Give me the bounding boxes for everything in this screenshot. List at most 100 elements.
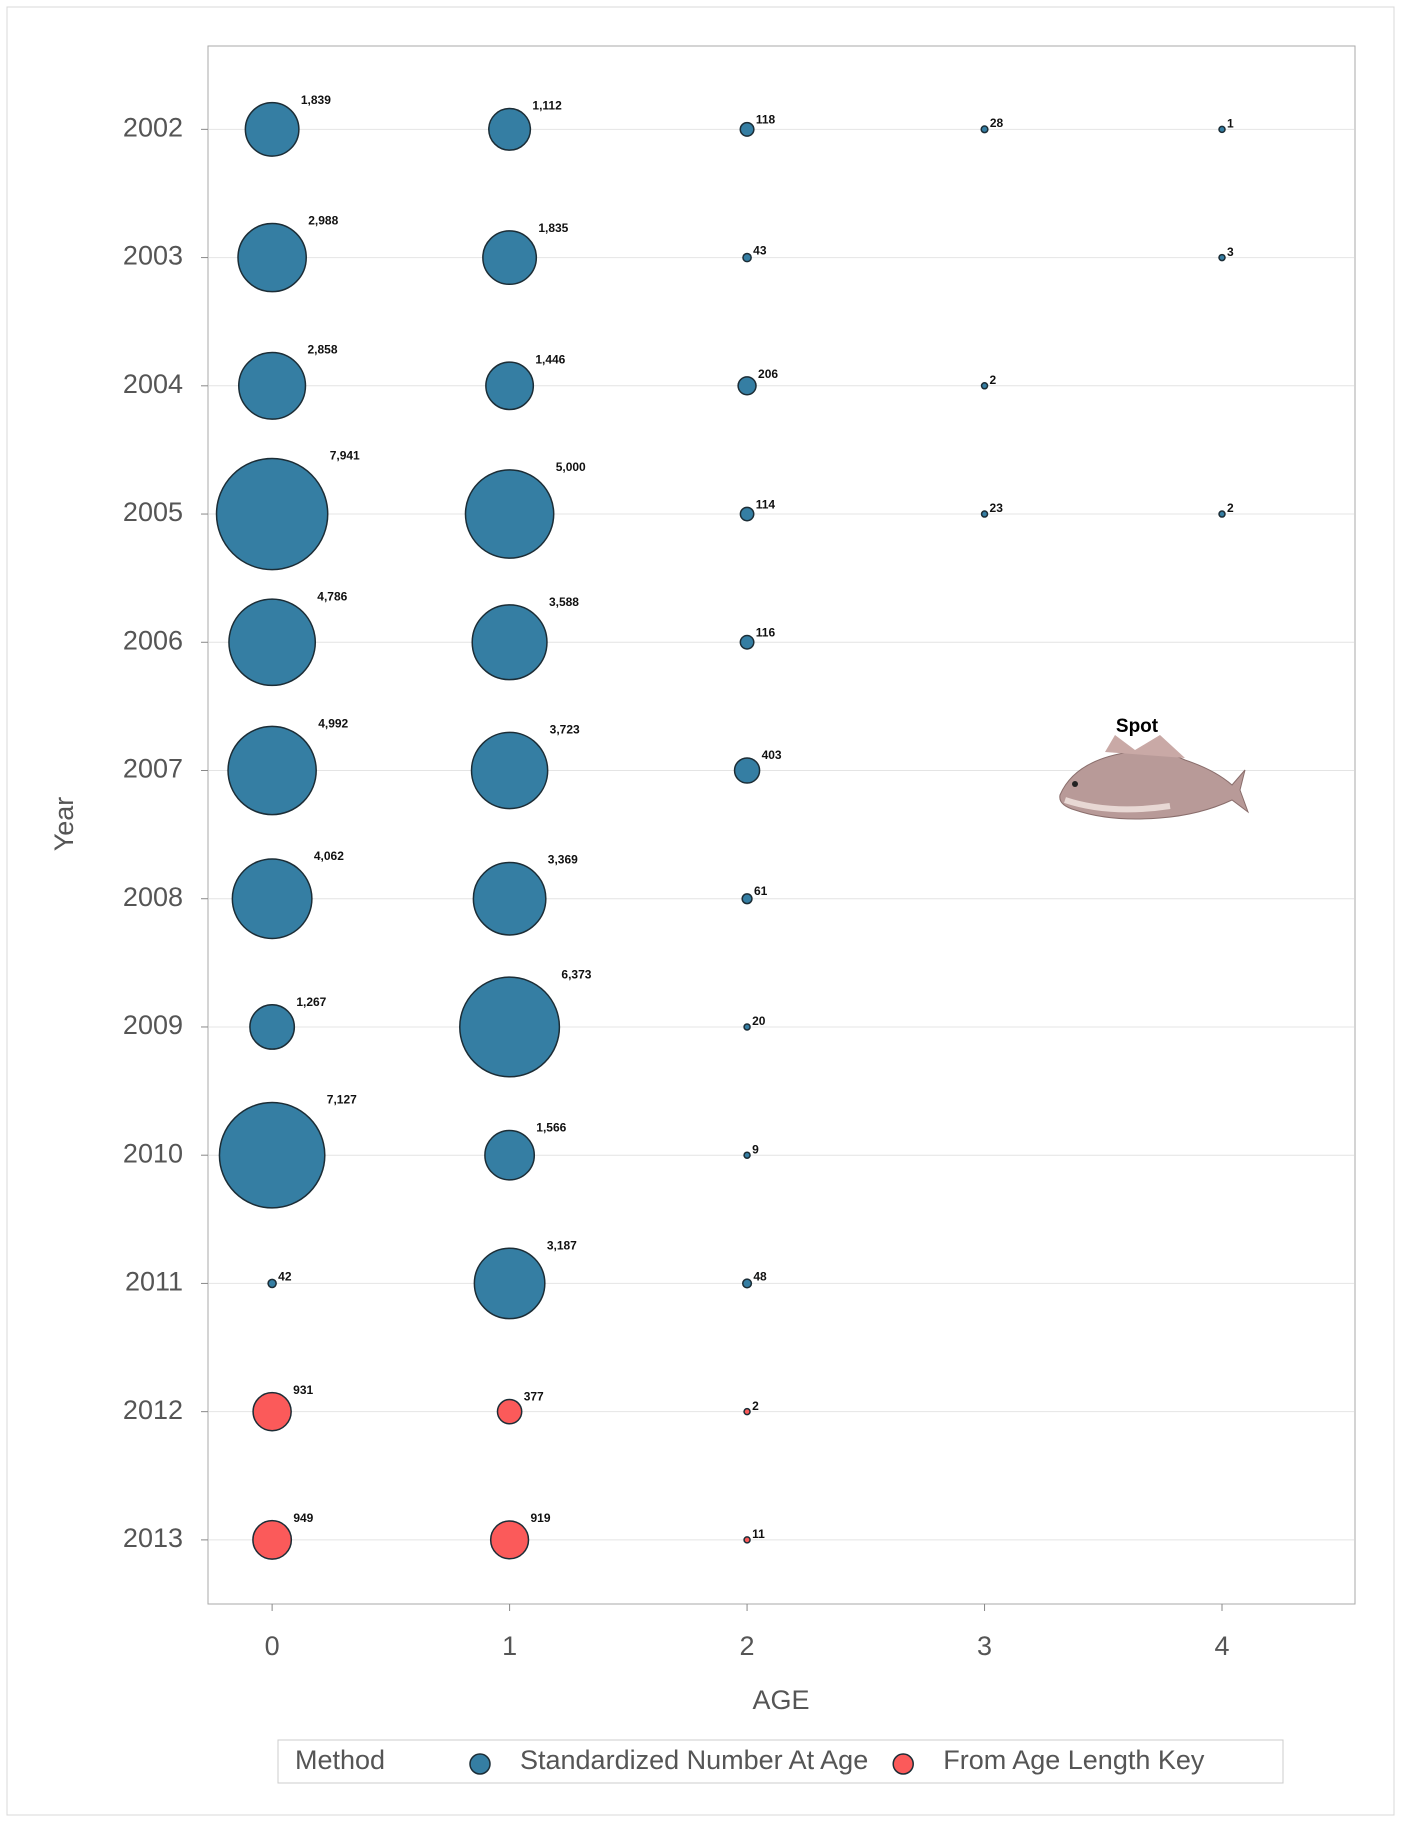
x-tick-label: 0 <box>265 1631 280 1661</box>
value-label: 377 <box>524 1390 544 1404</box>
bubble <box>484 1129 536 1181</box>
value-label: 9 <box>752 1142 759 1156</box>
bubble <box>228 598 317 687</box>
y-tick-label: 2009 <box>123 1010 183 1040</box>
y-tick-label: 2012 <box>123 1395 183 1425</box>
bubble <box>218 1101 326 1209</box>
value-label: 43 <box>753 244 767 258</box>
bubble <box>470 731 549 810</box>
y-tick-label: 2013 <box>123 1523 183 1553</box>
legend <box>277 1739 1284 1784</box>
bubble <box>980 125 989 134</box>
value-label: 116 <box>756 626 776 640</box>
bubble <box>741 893 753 905</box>
bubble <box>238 351 307 420</box>
value-label: 1,839 <box>301 93 331 107</box>
bubble <box>227 725 317 816</box>
x-tick-label: 3 <box>977 1631 992 1661</box>
bubble <box>1218 125 1226 134</box>
value-label: 2 <box>1227 501 1234 515</box>
bubble <box>743 1023 751 1031</box>
value-label: 919 <box>531 1511 551 1525</box>
y-tick-label: 2003 <box>123 241 183 271</box>
value-label: 949 <box>293 1511 313 1525</box>
bubble <box>485 361 535 411</box>
x-tick-label: 1 <box>502 1631 517 1661</box>
bubble <box>231 858 313 940</box>
y-tick-label: 2002 <box>123 112 183 142</box>
value-label: 1,112 <box>532 99 562 113</box>
bubble <box>267 1278 277 1289</box>
bubble <box>737 376 757 396</box>
annotation: Spot <box>1116 716 1159 737</box>
y-tick-label: 2008 <box>123 882 183 912</box>
value-label: 4,062 <box>314 849 344 863</box>
x-axis-label: AGE <box>752 1685 809 1715</box>
bubble <box>742 252 752 263</box>
value-label: 118 <box>756 113 776 127</box>
value-label: 4,786 <box>317 589 347 603</box>
bubble <box>244 101 300 157</box>
value-label: 42 <box>278 1270 292 1284</box>
value-label: 7,941 <box>330 449 360 463</box>
bubble <box>743 1536 751 1544</box>
legend-label: Standardized Number At Age <box>520 1745 868 1775</box>
bubble <box>471 604 548 681</box>
value-label: 206 <box>758 367 778 381</box>
bubble <box>739 121 755 137</box>
y-tick-label: 2011 <box>125 1267 183 1297</box>
bubble <box>743 1151 751 1159</box>
value-label: 3,187 <box>547 1238 577 1252</box>
value-label: 403 <box>762 748 782 762</box>
y-tick-label: 2006 <box>123 625 183 655</box>
value-label: 7,127 <box>327 1093 357 1107</box>
bubble <box>1218 253 1226 262</box>
legend-marker <box>892 1753 914 1775</box>
value-label: 1,267 <box>296 995 326 1009</box>
value-label: 3,588 <box>549 595 579 609</box>
plot-area <box>207 45 1356 1605</box>
x-tick-label: 4 <box>1214 1631 1229 1661</box>
value-label: 2 <box>990 373 997 387</box>
bubble <box>459 976 561 1078</box>
bubble <box>496 1398 523 1425</box>
bubble <box>472 861 547 936</box>
y-tick-label: 2007 <box>123 754 183 784</box>
bubble <box>739 506 755 522</box>
value-label: 1,835 <box>538 221 568 235</box>
fish-illustration <box>1059 735 1250 820</box>
value-label: 3 <box>1227 245 1234 259</box>
bubble <box>473 1247 546 1320</box>
value-label: 1,446 <box>535 352 565 366</box>
y-axis-label: Year <box>49 797 79 852</box>
legend-title: Method <box>295 1745 385 1775</box>
value-label: 61 <box>754 884 768 898</box>
bubble <box>252 1519 293 1560</box>
bubble <box>980 382 989 390</box>
value-label: 114 <box>756 498 776 512</box>
bubble <box>215 457 329 571</box>
bubble <box>743 1407 751 1416</box>
value-label: 28 <box>990 116 1004 130</box>
bubble <box>252 1391 292 1432</box>
bubble <box>1218 510 1226 518</box>
bubble <box>489 1520 530 1560</box>
value-label: 5,000 <box>556 460 586 474</box>
value-label: 23 <box>990 501 1004 515</box>
legend-label: From Age Length Key <box>943 1745 1205 1775</box>
series: 1,839 1,112 118 28 1 2,988 1,835 43 3 2,858 1,446 2… <box>215 93 1234 1320</box>
value-label: 931 <box>293 1383 313 1397</box>
bubble <box>733 757 761 784</box>
bubble <box>739 634 755 650</box>
bubble <box>464 469 555 559</box>
value-label: 11 <box>752 1527 765 1541</box>
value-label: 1,566 <box>536 1121 566 1135</box>
bubble <box>482 230 538 286</box>
y-tick-label: 2010 <box>123 1138 183 1168</box>
value-label: 6,373 <box>561 967 591 981</box>
value-label: 3,723 <box>550 723 580 737</box>
value-label: 4,992 <box>318 717 348 731</box>
value-label: 2,988 <box>308 214 338 228</box>
bubble <box>980 510 989 518</box>
legend-marker <box>469 1753 491 1775</box>
